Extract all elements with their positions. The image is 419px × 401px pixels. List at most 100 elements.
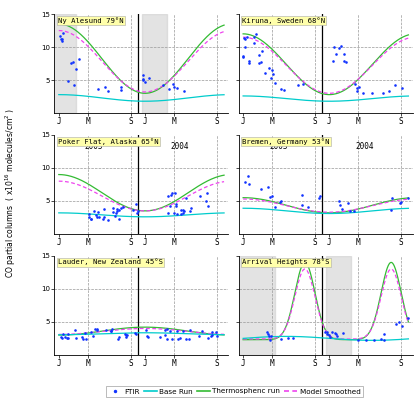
Point [180,207,187,213]
Point [258,59,264,65]
Point [88,216,94,222]
Point [73,66,80,72]
Point [60,331,67,337]
Point [181,87,188,94]
Point [167,328,173,334]
Point [129,207,136,213]
Point [114,207,121,214]
Point [100,215,107,222]
Point [105,217,111,223]
Point [177,207,184,213]
Point [95,86,101,92]
Point [187,208,194,214]
Point [165,86,172,92]
Point [95,214,102,220]
Point [278,85,285,92]
Point [110,209,116,216]
Point [113,210,119,216]
Bar [52,14,76,113]
Point [208,333,215,340]
Point [245,58,252,65]
Point [334,332,340,339]
Point [326,332,333,339]
Point [324,330,331,337]
Point [91,208,98,214]
Point [316,193,323,200]
Point [59,35,65,42]
Point [322,329,328,335]
Point [351,208,358,214]
Point [264,330,271,337]
Point [385,87,392,94]
Point [242,44,248,51]
Point [300,81,306,87]
Point [305,204,312,210]
Point [112,213,119,219]
Point [257,186,264,192]
Bar [142,14,167,113]
Point [295,82,301,89]
Point [355,336,362,343]
Point [265,65,272,71]
Point [116,334,122,340]
Point [253,31,259,37]
Point [327,334,334,340]
Point [171,210,178,217]
Point [399,85,406,91]
Point [197,192,204,199]
Point [173,85,180,91]
Point [160,82,166,88]
Point [161,332,168,338]
Point [272,80,279,86]
Point [171,190,178,196]
Point [262,70,269,77]
Point [132,330,139,337]
Point [114,335,121,342]
Point [242,179,248,186]
Point [173,328,180,334]
Point [80,335,86,342]
Point [370,337,377,343]
Point [259,48,266,54]
Point [196,333,202,340]
Point [389,195,396,201]
Point [86,210,93,217]
Point [339,206,346,213]
Point [116,216,123,222]
Point [179,328,186,334]
Point [164,326,171,332]
Point [75,55,82,62]
Point [102,84,109,90]
Point [134,208,141,215]
Point [209,332,215,338]
Text: Ny Alesund 79°N: Ny Alesund 79°N [58,17,124,24]
Point [173,211,180,217]
Point [352,81,359,87]
Point [266,332,273,339]
Point [65,330,71,337]
Point [93,214,100,221]
Point [156,334,163,340]
Point [103,327,110,333]
Text: CO partial columns  ( x10$^{16}$ molecules/cm$^2$ ): CO partial columns ( x10$^{16}$ molecule… [3,107,18,277]
Point [163,336,170,342]
Point [240,53,246,59]
Point [117,87,124,93]
Point [170,80,177,87]
Point [57,33,63,39]
Point [337,202,344,209]
Point [143,327,150,333]
Point [72,335,79,341]
Point [213,329,220,336]
Point [178,211,184,217]
Point [330,43,337,50]
Point [183,336,190,342]
Point [208,328,215,335]
Point [108,328,115,334]
Point [187,205,194,212]
Point [87,329,94,336]
Point [65,335,72,341]
Point [299,202,306,209]
Point [133,201,140,208]
Point [251,39,257,46]
